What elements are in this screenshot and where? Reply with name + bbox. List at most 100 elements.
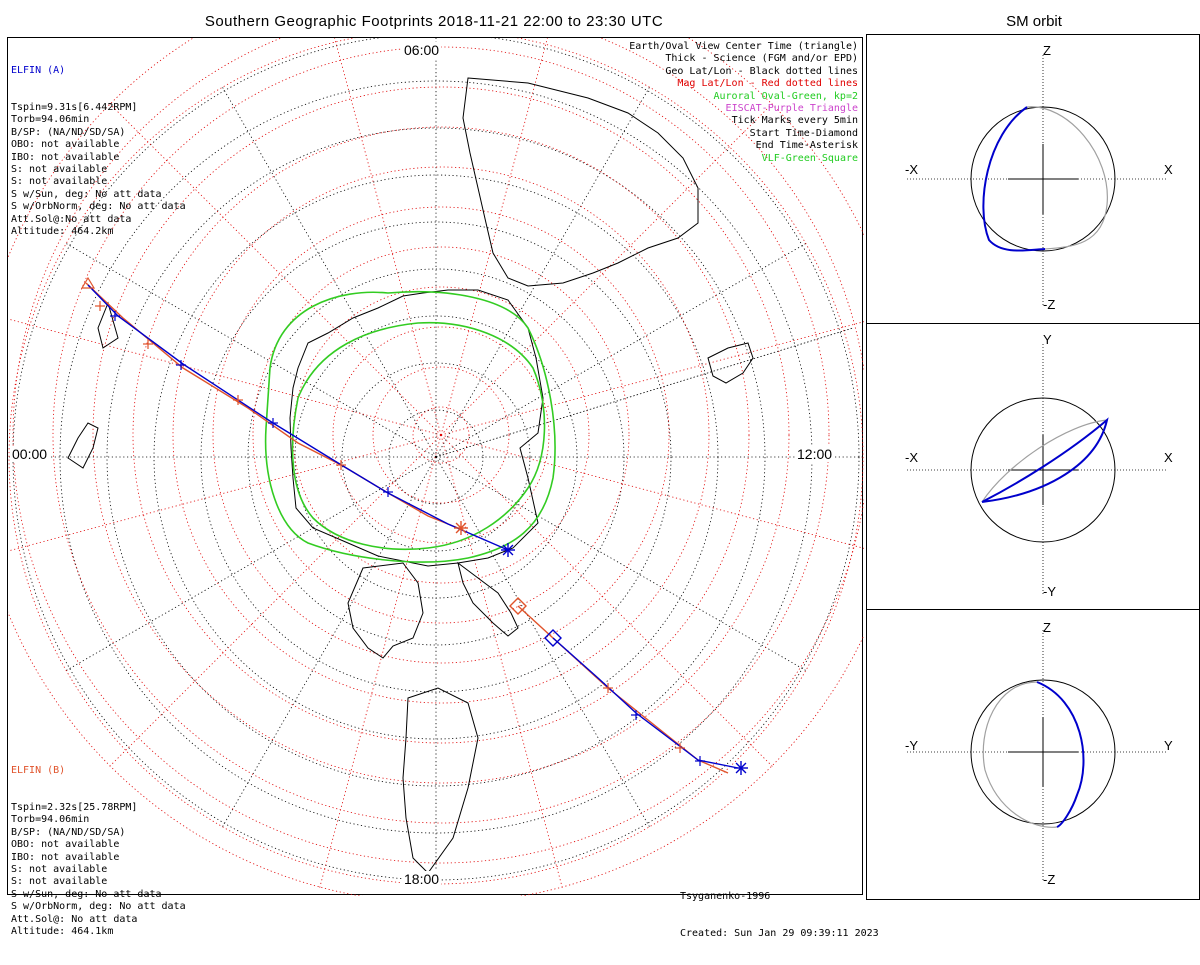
info-line: Att.Sol@:No att data xyxy=(11,213,132,225)
info-line: Tspin=2.32s[25.78RPM] xyxy=(11,802,138,814)
land-layer xyxy=(67,77,754,874)
info-line: B/SP: (NA/ND/SD/SA) xyxy=(11,826,126,838)
mag-lat-circle xyxy=(172,166,710,704)
elfin-a-header: ELFIN (A) xyxy=(11,64,66,76)
mag-lon-line xyxy=(440,38,548,436)
land-outline-4 xyxy=(462,77,699,287)
chart-title: Southern Geographic Footprints 2018-11-2… xyxy=(204,13,664,30)
geo-lon-line xyxy=(221,86,437,458)
sm-panel-xy: Y -Y -X X xyxy=(866,323,1200,610)
legend-entry: Geo Lat/Lon - Black dotted lines xyxy=(665,65,858,77)
geo-lon-line xyxy=(435,456,651,828)
geo-lat-circle xyxy=(341,362,531,552)
elfin-b-track-2 xyxy=(517,605,729,774)
mag-lat-circle xyxy=(252,246,630,624)
mag-lon-line xyxy=(8,434,442,552)
auroral-oval-layer xyxy=(264,290,556,563)
axis-label-top: Y xyxy=(1043,332,1052,347)
info-line: Altitude: 464.1km xyxy=(11,926,114,938)
axis-label-top: Z xyxy=(1043,43,1051,58)
auroral-oval-outer xyxy=(264,290,556,563)
orbit-science xyxy=(982,106,1046,252)
info-line: Torb=94.06min xyxy=(11,814,90,826)
info-line: IBO: not available xyxy=(11,851,120,863)
land-outline-6 xyxy=(97,301,119,349)
hour-label-left: 00:00 xyxy=(10,446,50,462)
axis-label-bottom: -Y xyxy=(1043,584,1056,599)
elfin-a-start-diamond xyxy=(544,629,562,647)
auroral-oval-inner xyxy=(291,321,546,551)
elfin-a-end-asterisk xyxy=(735,762,747,774)
mag-lon-line xyxy=(440,434,774,768)
satellite-track-layer xyxy=(80,276,748,775)
legend: Earth/Oval View Center Time (triangle) Th… xyxy=(629,41,858,165)
geo-lon-line xyxy=(435,456,807,672)
footer-model: Tsyganenko-1996 xyxy=(680,890,771,902)
hour-label-bottom: 18:00 xyxy=(402,871,442,887)
info-line: S w/Sun, deg: No att data xyxy=(11,188,162,200)
footer-created: Created: Sun Jan 29 09:39:11 2023 xyxy=(680,928,879,940)
land-outline-1 xyxy=(457,561,519,637)
legend-entry: Thick - Science (FGM and/or EPD) xyxy=(665,53,858,65)
axis-label-right: X xyxy=(1164,450,1173,465)
legend-entry: VLF-Green Square xyxy=(761,152,858,164)
info-line: Altitude: 464.2km xyxy=(11,226,114,238)
axis-label-top: Z xyxy=(1043,620,1051,635)
elfin-b-header: ELFIN (B) xyxy=(11,764,66,776)
legend-entry: Start Time-Diamond xyxy=(749,127,858,139)
info-line: B/SP: (NA/ND/SD/SA) xyxy=(11,126,126,138)
hour-label-top: 06:00 xyxy=(402,42,442,58)
geo-lon-line xyxy=(65,456,437,672)
axis-label-left: -X xyxy=(905,450,918,465)
info-line: S w/Sun, deg: No att data xyxy=(11,888,162,900)
land-outline-7 xyxy=(67,422,99,469)
mag-lat-circle xyxy=(372,366,510,504)
mag-lat-circle xyxy=(132,126,750,744)
info-line: Tspin=9.31s[6.442RPM] xyxy=(11,102,138,114)
legend-entry: End Time-Asterisk xyxy=(755,140,858,152)
mag-lon-line xyxy=(440,321,864,436)
sm-panel-xy-svg xyxy=(907,344,1167,594)
footprint-map-svg xyxy=(8,38,864,896)
elfin-b-info: ELFIN (B) Tspin=2.32s[25.78RPM] Torb=94.0… xyxy=(11,740,186,963)
mag-lat-circle xyxy=(52,46,830,824)
geo-lat-circle xyxy=(247,268,625,646)
geo-lat-circle xyxy=(388,409,484,505)
earth-circle xyxy=(970,397,1116,543)
mag-lon-line xyxy=(440,434,864,549)
info-line: IBO: not available xyxy=(11,151,120,163)
geo-lon-line xyxy=(435,242,807,458)
mag-lat-circle xyxy=(332,326,550,544)
sm-panel-yz-svg xyxy=(907,630,1167,880)
info-line: OBO: not available xyxy=(11,839,120,851)
orbit-gray xyxy=(1026,106,1108,250)
axis-label-bottom: -Z xyxy=(1043,297,1056,312)
info-line: S: not available xyxy=(11,164,108,176)
info-line: OBO: not available xyxy=(11,139,120,151)
info-line: S w/OrbNorm, deg: No att data xyxy=(11,901,186,913)
info-line: S: not available xyxy=(11,876,108,888)
land-outline-0 xyxy=(289,289,544,567)
legend-entry: Mag Lat/Lon - Red dotted lines xyxy=(677,78,858,90)
grid-layer xyxy=(8,38,864,896)
land-outline-3 xyxy=(402,687,479,874)
mag-lat-circle xyxy=(92,86,790,784)
info-line: S w/OrbNorm, deg: No att data xyxy=(11,201,186,213)
geo-lat-circle xyxy=(200,221,672,693)
sm-panel-xz-svg xyxy=(907,55,1167,305)
mag-lon-line xyxy=(440,102,774,436)
geo-lon-line xyxy=(435,86,651,458)
hour-label-right: 12:00 xyxy=(795,446,835,462)
axis-label-left: -X xyxy=(905,162,918,177)
mag-lat-circle xyxy=(412,406,470,464)
elfin-a-track-1 xyxy=(87,284,509,551)
map-boundary xyxy=(8,38,864,885)
info-line: Att.Sol@: No att data xyxy=(11,913,138,925)
axis-label-left: -Y xyxy=(905,738,918,753)
mag-lon-line xyxy=(108,434,442,768)
orbit-science xyxy=(1036,681,1085,828)
earth-circle xyxy=(970,679,1116,825)
mag-lon-line xyxy=(440,434,564,890)
orbit-gray xyxy=(982,681,1058,828)
axis-label-right: X xyxy=(1164,162,1173,177)
